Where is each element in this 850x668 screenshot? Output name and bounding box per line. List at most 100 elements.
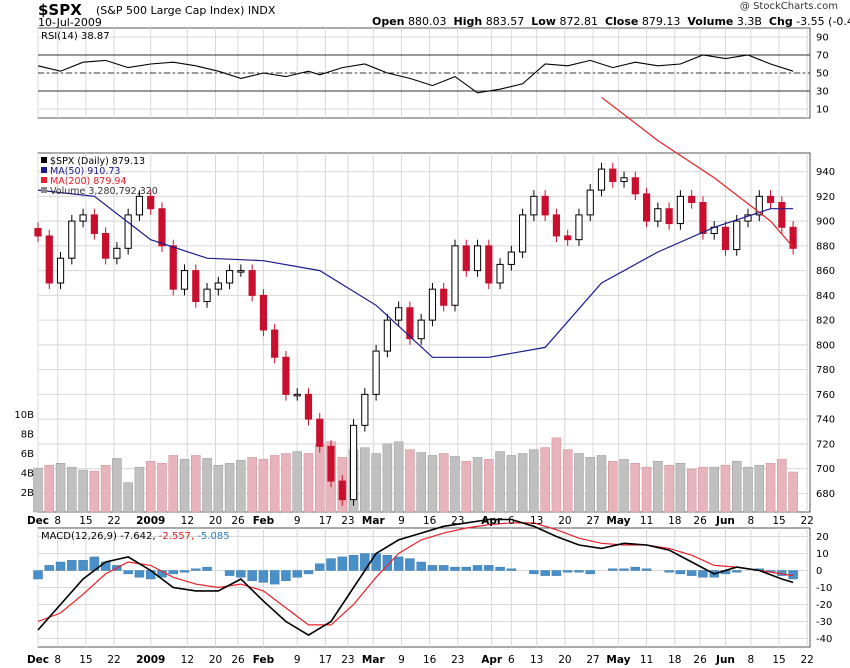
x-tick-label: 20	[209, 654, 222, 666]
y-tick-label: -30	[816, 617, 832, 628]
volume-bar	[461, 461, 472, 513]
exchange: INDX	[247, 4, 276, 17]
macd-histogram-bar	[484, 565, 494, 571]
macd-line	[37, 518, 794, 637]
x-tick-label: 27	[586, 515, 599, 527]
candle-body	[282, 356, 290, 395]
volume-axis-label: 10B	[14, 410, 34, 421]
x-tick-label: Feb	[253, 515, 275, 527]
candle-body	[259, 294, 268, 331]
macd-histogram-bar	[562, 570, 573, 573]
x-tick-label: 22	[800, 654, 813, 666]
candle-body	[541, 195, 549, 216]
macd-histogram-bar	[100, 561, 111, 571]
macd-histogram-bar	[619, 568, 629, 571]
macd-histogram-bar	[664, 570, 674, 573]
macd-histogram-bar	[247, 570, 257, 581]
y-tick-label: -40	[816, 634, 832, 645]
volume-bar	[67, 466, 77, 513]
chart-date: 10-Jul-2009	[38, 16, 102, 29]
y-tick-label: 880	[816, 241, 835, 252]
volume-bar	[574, 453, 584, 513]
candle-body	[496, 263, 504, 284]
x-tick-label: 23	[341, 654, 354, 666]
candle-body	[665, 208, 673, 225]
y-tick-label: 20	[816, 532, 829, 543]
volume-bar	[698, 466, 708, 513]
macd-histogram-bar	[337, 556, 347, 571]
macd-histogram-bar	[574, 570, 584, 573]
high-label: High	[453, 15, 483, 28]
macd-legend-part: -5.085	[197, 531, 229, 542]
macd-histogram-bar	[78, 560, 88, 571]
volume-bar	[202, 458, 212, 513]
x-tick-label: Jun	[715, 515, 735, 527]
x-tick-label: Apr	[481, 515, 503, 527]
volume-bar	[179, 459, 190, 513]
volume-bar	[686, 468, 697, 513]
volume-bar	[709, 466, 719, 513]
candle-body	[79, 214, 87, 222]
candle-body	[102, 232, 110, 259]
x-tick-label: Mar	[362, 515, 386, 527]
rsi-legend: RSI(14) 38.87	[41, 31, 110, 42]
macd-histogram-bar	[371, 553, 381, 571]
volume-bar	[269, 455, 280, 513]
macd-histogram-bar	[67, 560, 77, 571]
candle-body	[338, 480, 346, 501]
x-tick-label: 18	[668, 654, 681, 666]
volume-bar	[393, 441, 404, 513]
candle-body	[304, 393, 313, 420]
volume-bar	[360, 447, 370, 513]
volume-bar	[585, 457, 595, 513]
volume-bar	[529, 449, 539, 513]
macd-histogram-bar	[123, 570, 133, 575]
candle-body	[248, 270, 256, 296]
candle-body	[778, 202, 786, 228]
candle-body	[507, 251, 515, 265]
candle-body	[733, 220, 741, 251]
y-tick-label: 700	[816, 464, 835, 475]
x-tick-label: 15	[772, 654, 785, 666]
volume-bar	[371, 453, 381, 513]
chg-value: -3.55 (-0.40%)	[796, 15, 850, 28]
candle-body	[451, 245, 459, 306]
x-tick-label: 12	[181, 654, 194, 666]
volume-bar	[630, 463, 641, 513]
macd-histogram-bar	[608, 568, 618, 571]
macd-legend: MACD(12,26,9) -7.642, -2.557, -5.085	[41, 531, 230, 542]
macd-histogram-bar	[461, 566, 471, 571]
macd-histogram-bar	[675, 570, 686, 575]
y-tick-label: 30	[816, 87, 829, 98]
volume-bar	[224, 463, 235, 513]
volume-value: 3.3B	[736, 15, 762, 28]
candle-body	[158, 208, 166, 247]
x-tick-label: 17	[319, 654, 332, 666]
x-tick-label: 26	[231, 515, 245, 527]
volume-bar	[765, 463, 776, 513]
ma50-line	[37, 189, 794, 358]
macd-histogram-bar	[450, 566, 460, 571]
volume-bar	[608, 461, 618, 513]
volume-bar	[314, 443, 325, 513]
volume-bar	[731, 461, 742, 513]
volume-bar	[292, 451, 302, 513]
y-tick-label: 860	[816, 266, 835, 277]
x-tick-label: 6	[508, 515, 515, 527]
volume-bar	[303, 453, 314, 513]
volume-bar	[191, 455, 201, 513]
y-tick-label: 920	[816, 192, 835, 203]
open-value: 880.03	[408, 15, 447, 28]
x-tick-label: 13	[530, 654, 543, 666]
x-tick-label: 26	[693, 654, 707, 666]
macd-histogram-bar	[427, 565, 438, 571]
volume-bar	[506, 455, 517, 513]
high-value: 883.57	[485, 15, 525, 28]
volume-bar	[754, 464, 765, 513]
macd-histogram-bar	[540, 570, 550, 576]
volume-bar	[675, 463, 686, 513]
x-tick-label: 13	[530, 515, 543, 527]
rsi-line	[37, 54, 794, 94]
y-tick-label: 800	[816, 340, 835, 351]
x-tick-label: 9	[398, 654, 405, 666]
